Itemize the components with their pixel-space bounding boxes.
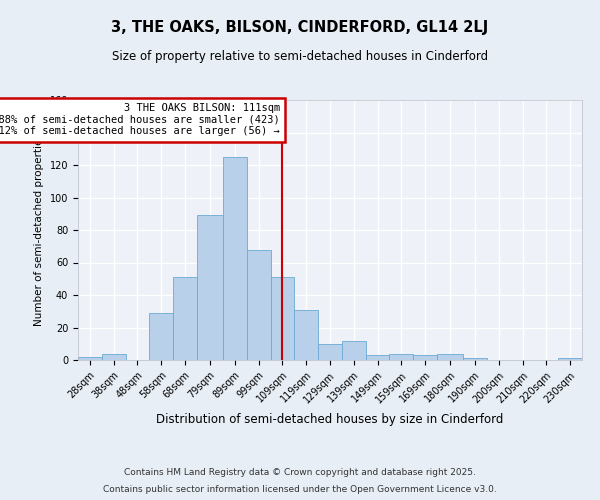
Bar [271,277,295,360]
Bar [437,354,463,360]
Bar [318,344,342,360]
Bar [558,358,582,360]
Bar [197,216,223,360]
Text: Contains public sector information licensed under the Open Government Licence v3: Contains public sector information licen… [103,484,497,494]
X-axis label: Distribution of semi-detached houses by size in Cinderford: Distribution of semi-detached houses by … [157,413,503,426]
Y-axis label: Number of semi-detached properties: Number of semi-detached properties [34,134,44,326]
Bar [463,358,487,360]
Bar [365,355,389,360]
Text: Size of property relative to semi-detached houses in Cinderford: Size of property relative to semi-detach… [112,50,488,63]
Bar [342,340,365,360]
Bar [389,354,413,360]
Bar [173,277,197,360]
Text: 3 THE OAKS BILSON: 111sqm
← 88% of semi-detached houses are smaller (423)
  12% : 3 THE OAKS BILSON: 111sqm ← 88% of semi-… [0,104,280,136]
Text: 3, THE OAKS, BILSON, CINDERFORD, GL14 2LJ: 3, THE OAKS, BILSON, CINDERFORD, GL14 2L… [112,20,488,35]
Bar [413,355,437,360]
Bar [78,357,102,360]
Bar [102,354,125,360]
Bar [247,250,271,360]
Bar [149,313,173,360]
Bar [223,157,247,360]
Text: Contains HM Land Registry data © Crown copyright and database right 2025.: Contains HM Land Registry data © Crown c… [124,468,476,477]
Bar [295,310,318,360]
